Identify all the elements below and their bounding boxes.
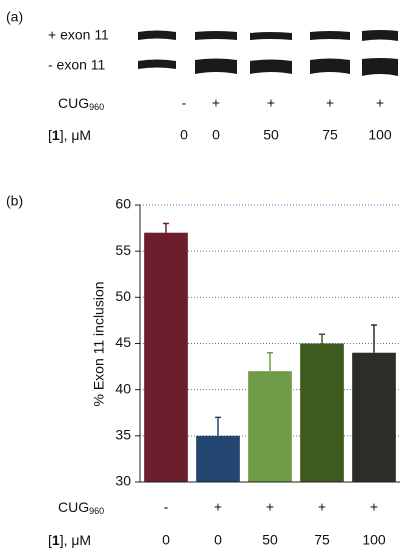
cug-state: + <box>376 95 384 111</box>
figure: (a) + exon 11 - exon 11 CUG960 [1], μM (… <box>0 0 407 554</box>
cug-state: + <box>266 499 274 515</box>
dose-value: 0 <box>212 127 220 143</box>
panel-label: (b) <box>6 193 23 209</box>
cug-text: CUG <box>58 499 89 515</box>
bar <box>352 353 396 482</box>
y-tick-label: 60 <box>115 196 131 212</box>
dose-value: 100 <box>362 532 386 548</box>
y-axis-label: % Exon 11 inclusion <box>91 281 107 406</box>
cug-subscript: 960 <box>89 102 104 112</box>
cug-label: CUG960 <box>58 95 104 113</box>
y-tick-label: 50 <box>115 288 131 304</box>
cug-subscript: 960 <box>89 506 104 516</box>
y-tick-label: 45 <box>115 334 131 350</box>
panel-label: (a) <box>6 9 23 25</box>
cug-state: + <box>267 95 275 111</box>
dose-value: 0 <box>214 532 222 548</box>
cug-state: + <box>318 499 326 515</box>
y-tick-label: 35 <box>115 427 131 443</box>
band-label: + exon 11 <box>48 27 109 43</box>
bar <box>196 436 240 482</box>
dose-close: ], μM <box>60 127 91 143</box>
cug-text: CUG <box>58 95 89 111</box>
bar <box>144 233 188 482</box>
gel-bands <box>138 30 398 76</box>
y-tick-label: 30 <box>115 473 131 489</box>
y-tick-label: 55 <box>115 242 131 258</box>
bar <box>248 371 292 482</box>
cug-state: - <box>182 95 187 111</box>
cug-state: + <box>212 95 220 111</box>
cug-state: + <box>214 499 222 515</box>
dose-value: 50 <box>263 127 279 143</box>
dose-bold: 1 <box>52 532 60 548</box>
band-label: - exon 11 <box>48 57 106 73</box>
dose-value: 75 <box>314 532 330 548</box>
dose-label: [1], μM <box>48 532 91 548</box>
dose-bold: 1 <box>52 127 60 143</box>
y-tick-label: 40 <box>115 380 131 396</box>
cug-state: + <box>326 95 334 111</box>
cug-state: - <box>164 499 169 515</box>
plot: 30 35 40 45 50 55 60 <box>115 196 400 489</box>
dose-label: [1], μM <box>48 127 91 143</box>
dose-value: 0 <box>162 532 170 548</box>
cug-state: + <box>370 499 378 515</box>
dose-value: 100 <box>368 127 392 143</box>
dose-value: 75 <box>322 127 338 143</box>
dose-value: 0 <box>180 127 188 143</box>
bar <box>300 344 344 483</box>
cug-label: CUG960 <box>58 499 104 517</box>
dose-value: 50 <box>262 532 278 548</box>
dose-close: ], μM <box>60 532 91 548</box>
